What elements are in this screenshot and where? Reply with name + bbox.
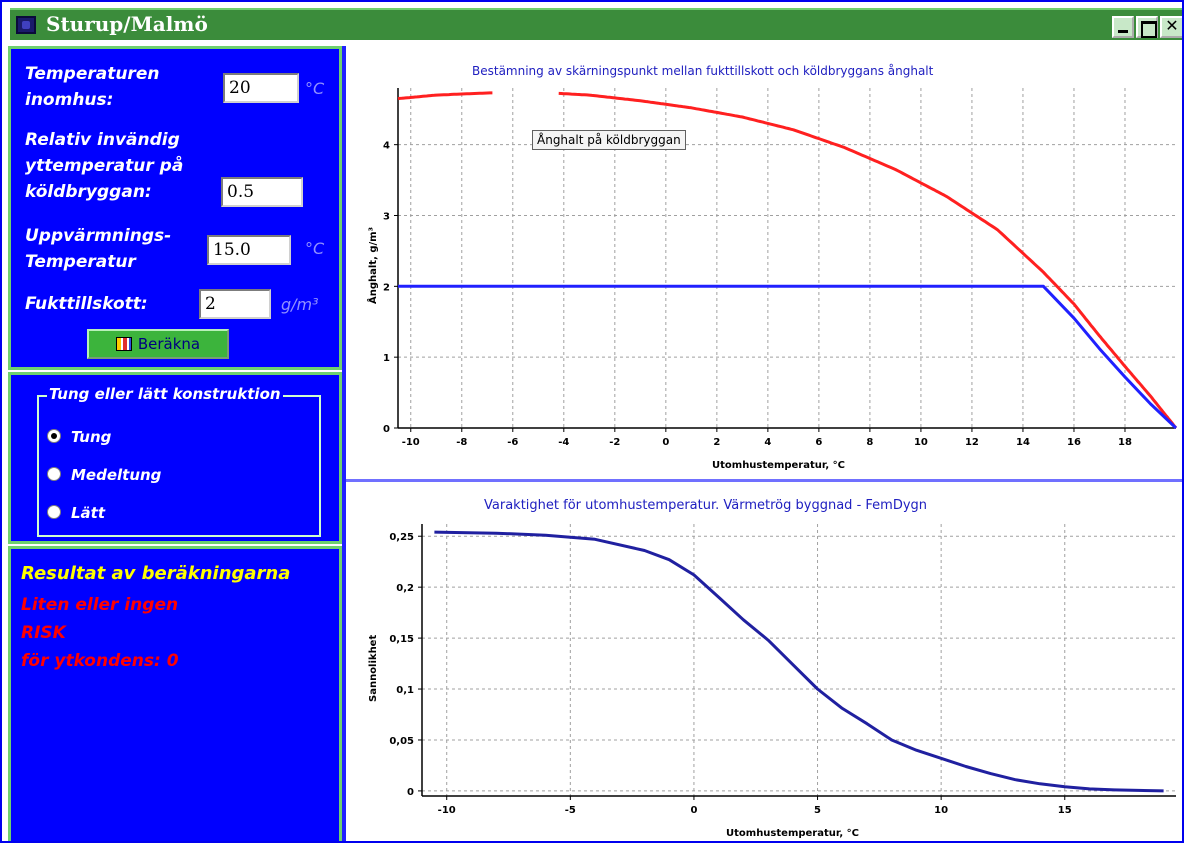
vapor-xtick-label-4: -2 (609, 437, 620, 448)
vapor-ytick-label-0: 0 (383, 424, 390, 435)
duration-chart-xlabel: Utomhustemperatur, °C (726, 828, 859, 839)
close-button[interactable]: ✕ (1160, 16, 1182, 38)
vapor-ytick-label-2: 2 (383, 282, 390, 293)
relative-temp-label-1: Relativ invändig (25, 130, 180, 150)
duration-chart-ylabel: Sannolikhet (368, 634, 379, 702)
input-panel: Temperaturen inomhus: 20 °C Relativ invä… (8, 46, 342, 370)
radio-unselected-icon[interactable] (47, 467, 61, 481)
indoor-temp-label-2: inomhus: (25, 90, 114, 110)
vapor-xtick-label-14: 18 (1118, 437, 1132, 448)
relative-temp-label-2: yttemperatur på (25, 156, 184, 176)
duration-ytick-label-0: 0 (407, 787, 414, 798)
vapor-xtick-label-5: 0 (662, 437, 669, 448)
calculate-button-label: Beräkna (137, 335, 201, 353)
curve-tooltip: Ånghalt på köldbryggan (532, 130, 686, 150)
vapor-xtick-label-7: 4 (764, 437, 771, 448)
construction-panel: Tung eller lätt konstruktion Tung Medelt… (8, 372, 342, 544)
moisture-label: Fukttillskott: (25, 294, 148, 314)
vapor-ytick-label-3: 3 (383, 212, 390, 223)
vapor-series-1-line-0 (398, 284, 1178, 430)
vapor-series-0-line-1 (558, 91, 1178, 429)
result-line-2: RISK (21, 623, 66, 643)
duration-ytick-label-2: 0,1 (396, 685, 414, 696)
duration-ytick-label-4: 0,2 (396, 583, 414, 594)
relative-temp-input[interactable]: 0.5 (221, 177, 303, 207)
duration-chart: -10 -5 0 5 10 15 0 0,05 0,1 0,15 0,2 0,25 Varaktigh… (346, 484, 1182, 841)
vapor-chart-xlabel: Utomhustemperatur, °C (712, 460, 845, 471)
indoor-temp-label-1: Temperaturen (25, 64, 160, 84)
calculate-button[interactable]: Beräkna (87, 329, 229, 359)
vapor-xtick-label-6: 2 (713, 437, 720, 448)
construction-group-title: Tung eller lätt konstruktion (47, 385, 283, 403)
duration-xtick-label-0: -10 (438, 805, 456, 816)
vapor-chart-ylabel: Ånghalt, g/m³ (368, 227, 379, 304)
vapor-ytick-label-1: 1 (383, 353, 390, 364)
duration-plot: -10 -5 0 5 10 15 0 0,05 0,1 0,15 0,2 0,25 (389, 524, 1176, 816)
window-title: Sturup/Malmö (46, 12, 208, 36)
vapor-xtick-label-8: 6 (815, 437, 822, 448)
radio-selected-icon[interactable] (47, 429, 61, 443)
moisture-input[interactable]: 2 (199, 289, 271, 319)
moisture-unit: g/m³ (281, 295, 319, 314)
vapor-chart-title: Bestämning av skärningspunkt mellan fukt… (472, 64, 934, 78)
result-title: Resultat av beräkningarna (21, 563, 291, 584)
duration-chart-title: Varaktighet för utomhustemperatur. Värme… (484, 498, 928, 513)
radio-tung[interactable]: Tung (47, 427, 111, 447)
heating-temp-unit: °C (305, 239, 325, 258)
result-panel: Resultat av beräkningarna Liten eller in… (8, 546, 342, 841)
relative-temp-label-3: köldbryggan: (25, 182, 152, 202)
chart-icon (115, 337, 132, 351)
duration-ytick-label-5: 0,25 (389, 532, 414, 543)
vapor-xtick-label-13: 16 (1067, 437, 1081, 448)
duration-xtick-label-1: -5 (565, 805, 576, 816)
indoor-temp-unit: °C (305, 79, 325, 98)
vapor-xtick-label-9: 8 (866, 437, 873, 448)
duration-xtick-label-5: 15 (1058, 805, 1072, 816)
vapor-ytick-label-4: 4 (383, 141, 390, 152)
title-bar-fill (10, 8, 1182, 40)
vapor-series-0-line-0 (397, 91, 493, 101)
vapor-xtick-label-1: -8 (456, 437, 467, 448)
chart-divider[interactable] (346, 479, 1182, 482)
left-divider (342, 46, 346, 841)
radio-latt[interactable]: Lätt (47, 503, 105, 523)
indoor-temp-input[interactable]: 20 (223, 73, 299, 103)
vapor-xtick-label-0: -10 (402, 437, 420, 448)
radio-unselected-icon[interactable] (47, 505, 61, 519)
result-line-3: för ytkondens: 0 (21, 651, 179, 671)
radio-medeltung[interactable]: Medeltung (47, 465, 161, 485)
title-bar[interactable]: Sturup/Malmö ✕ (2, 2, 1182, 40)
vapor-xtick-label-11: 12 (965, 437, 979, 448)
app-icon[interactable] (16, 16, 36, 34)
vapor-xtick-label-12: 14 (1016, 437, 1030, 448)
duration-xtick-label-4: 10 (934, 805, 948, 816)
duration-xtick-label-3: 5 (814, 805, 821, 816)
radio-medeltung-label: Medeltung (71, 466, 162, 484)
radio-latt-label: Lätt (71, 504, 106, 522)
duration-xtick-label-2: 0 (690, 805, 697, 816)
vapor-content-chart: -10 -8 -6 -4 -2 0 2 4 6 8 10 12 14 16 18 0 1 2 3 4 Bestämni… (346, 46, 1182, 478)
construction-group: Tung eller lätt konstruktion Tung Medelt… (37, 385, 321, 537)
heating-temp-label-1: Uppvärmnings- (25, 226, 172, 246)
maximize-button[interactable] (1136, 16, 1158, 38)
duration-series-0-line-0 (434, 530, 1164, 793)
close-icon: ✕ (1165, 16, 1179, 35)
vapor-xtick-label-10: 10 (914, 437, 928, 448)
duration-ytick-label-1: 0,05 (389, 736, 414, 747)
duration-ytick-label-3: 0,15 (389, 634, 414, 645)
heating-temp-input[interactable]: 15.0 (207, 235, 291, 265)
result-line-1: Liten eller ingen (21, 595, 179, 615)
vapor-xtick-label-3: -4 (558, 437, 569, 448)
heating-temp-label-2: Temperatur (25, 252, 136, 272)
radio-tung-label: Tung (71, 428, 112, 446)
minimize-button[interactable] (1112, 16, 1134, 38)
vapor-xtick-label-2: -6 (507, 437, 518, 448)
